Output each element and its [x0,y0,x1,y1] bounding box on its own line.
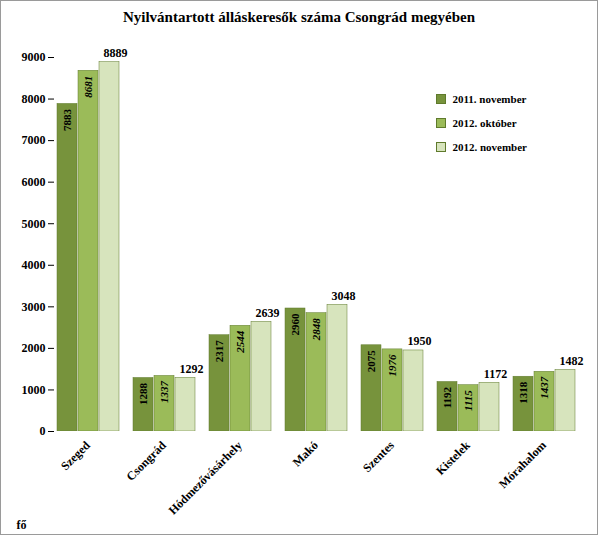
html-text:Nyilvántartott álláskeresők sz: Nyilvántartott álláskeresők száma Csongr… [122,9,476,25]
svg-text:6000: 6000 [22,175,46,189]
html-text:2012. november: 2012. november [452,141,527,153]
svg-text:2075: 2075 [365,350,377,373]
svg-text:Hódmezővásárhely: Hódmezővásárhely [166,438,245,517]
svg-text:1976: 1976 [386,354,398,377]
svg-text:1000: 1000 [22,383,46,397]
svg-text:9000: 9000 [22,50,46,64]
html-text:2012. október: 2012. október [452,117,517,129]
svg-text:2317: 2317 [213,340,225,363]
svg-text:1115: 1115 [462,390,474,411]
svg-text:Makó: Makó [290,438,321,469]
svg-text:7883: 7883 [61,108,73,131]
svg-text:Szentes: Szentes [360,438,397,475]
svg-text:1292: 1292 [180,362,204,376]
svg-text:1337: 1337 [158,380,170,403]
svg-text:1482: 1482 [560,354,584,368]
svg-text:Kistelek: Kistelek [433,438,473,478]
svg-text:1288: 1288 [137,382,149,405]
svg-text:8000: 8000 [22,92,46,106]
html-text:2011. november: 2011. november [452,93,527,105]
svg-text:1437: 1437 [538,376,550,399]
svg-text:fő: fő [17,518,27,532]
svg-text:8889: 8889 [104,46,128,60]
svg-text:Csongrád: Csongrád [124,438,169,483]
svg-text:2000: 2000 [22,341,46,355]
svg-text:Mórahalom: Mórahalom [496,438,549,491]
svg-text:2639: 2639 [256,306,280,320]
svg-text:1318: 1318 [517,381,529,404]
svg-text:8681: 8681 [82,76,94,98]
svg-text:2544: 2544 [234,330,246,354]
svg-text:0: 0 [40,424,46,438]
svg-text:5000: 5000 [22,217,46,231]
svg-text:4000: 4000 [22,258,46,272]
svg-text:2848: 2848 [310,318,322,342]
svg-text:3000: 3000 [22,300,46,314]
svg-text:Szeged: Szeged [58,438,93,473]
svg-text:1192: 1192 [441,386,453,408]
svg-text:7000: 7000 [22,133,46,147]
svg-text:1172: 1172 [484,367,507,381]
svg-text:3048: 3048 [332,289,356,303]
svg-text:2960: 2960 [289,313,301,336]
svg-text:1950: 1950 [408,334,432,348]
